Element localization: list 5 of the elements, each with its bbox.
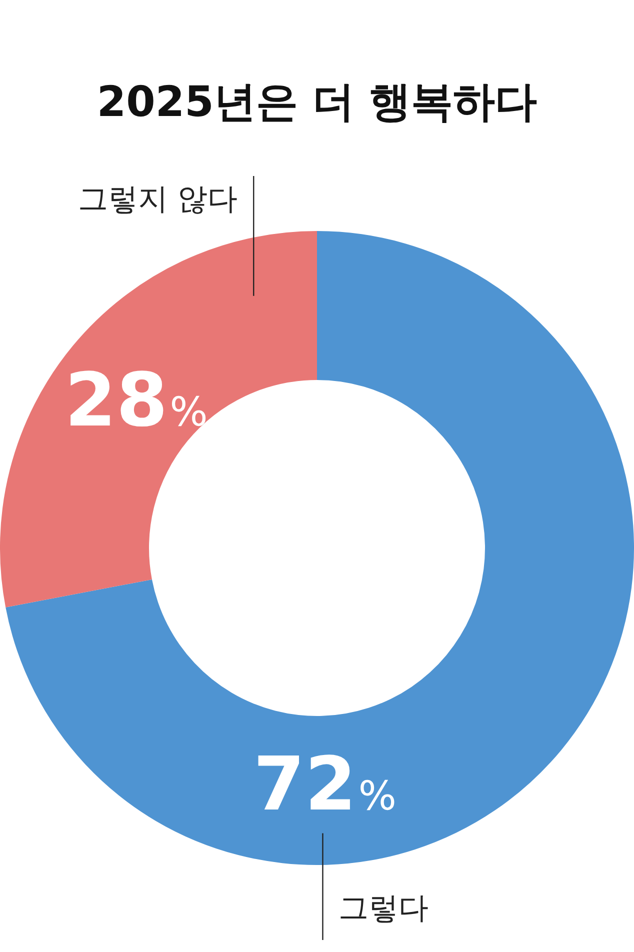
slice-label: 그렇지 않다 xyxy=(78,182,238,217)
data-label: 72% xyxy=(253,741,396,828)
chart-title: 2025년은 더 행복하다 xyxy=(96,76,538,128)
slice-label: 그렇다 xyxy=(338,890,429,926)
data-label: 28% xyxy=(64,357,208,444)
